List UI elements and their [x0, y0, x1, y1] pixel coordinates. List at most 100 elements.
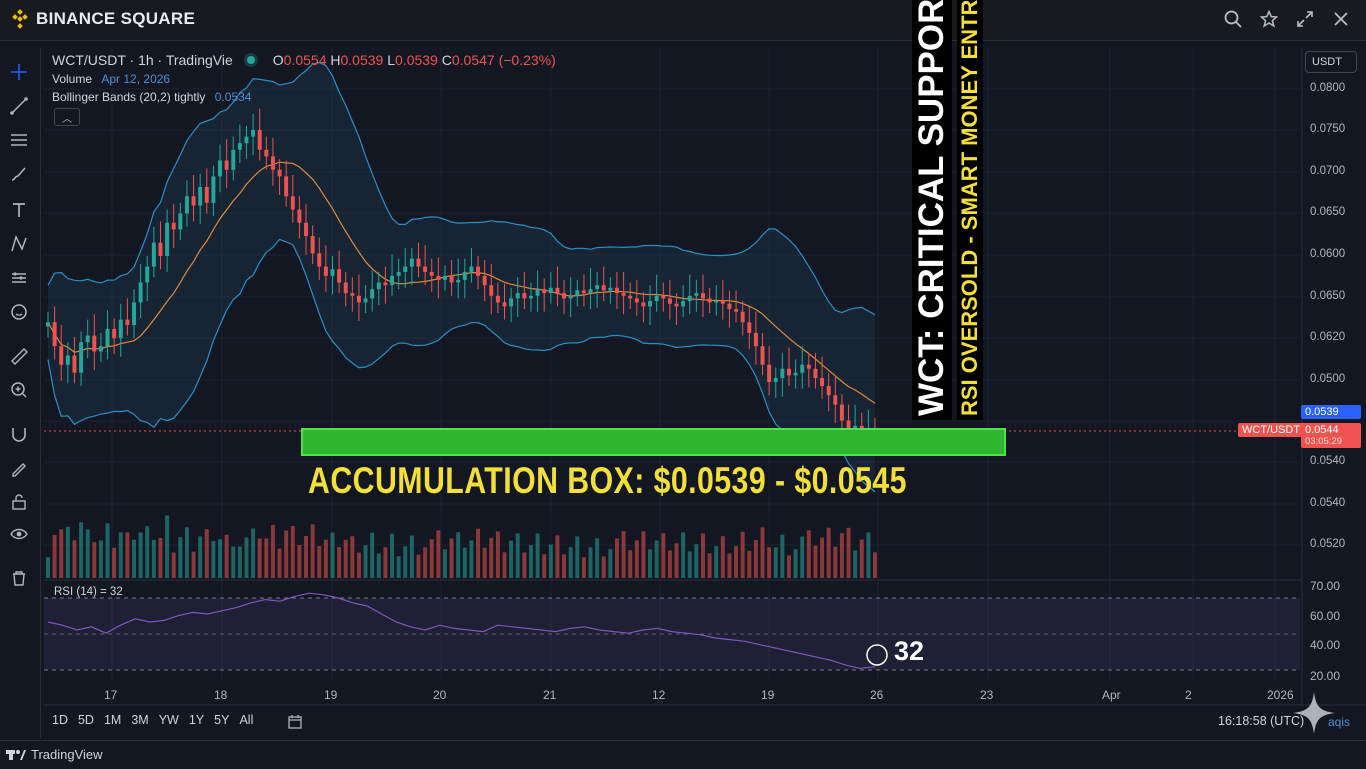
volume-bar: [330, 532, 335, 578]
volume-bar: [806, 530, 811, 578]
currency-button[interactable]: USDT: [1305, 51, 1357, 73]
candle-body: [211, 176, 216, 203]
volume-bar: [648, 549, 653, 578]
candle-body: [456, 279, 461, 283]
time-axis-label: 21: [543, 688, 557, 702]
crosshair-icon[interactable]: [7, 60, 31, 84]
price-axis-label: 0.0500: [1310, 373, 1346, 385]
range-button-5y[interactable]: 5Y: [214, 713, 230, 727]
brand-logo[interactable]: BINANCE SQUARE: [10, 9, 195, 29]
range-button-all[interactable]: All: [239, 713, 254, 727]
volume-bar: [767, 547, 772, 578]
rsi-callout-circle: [866, 644, 888, 666]
star-icon[interactable]: [1258, 8, 1280, 30]
candle-body: [707, 298, 712, 303]
volume-bar: [515, 533, 520, 578]
volume-bar: [251, 528, 256, 578]
candle-body: [714, 301, 719, 303]
range-button-1m[interactable]: 1M: [103, 713, 122, 727]
candle-body: [641, 302, 646, 307]
volume-bar: [853, 550, 858, 578]
volume-bar: [846, 527, 851, 578]
calendar-icon[interactable]: [287, 714, 303, 735]
volume-bar: [356, 552, 361, 578]
trend-line-icon[interactable]: [7, 94, 31, 118]
close-icon[interactable]: [1330, 8, 1352, 30]
emoji-icon[interactable]: [7, 300, 31, 324]
ruler-icon[interactable]: [7, 344, 31, 368]
volume-bar: [171, 552, 176, 578]
pattern-icon[interactable]: [7, 232, 31, 256]
volume-bar: [800, 536, 805, 578]
candle-body: [112, 328, 117, 339]
rsi-axis-label: 40.00: [1310, 638, 1341, 652]
candle-body: [522, 293, 527, 299]
volume-bar: [224, 534, 229, 578]
candle-body: [436, 275, 441, 280]
bollinger-basis: [47, 161, 876, 404]
volume-bar: [72, 540, 77, 578]
range-selector: 1D 5D 1M 3M YW 1Y 5Y All: [52, 713, 253, 727]
candle-body: [337, 269, 342, 283]
eye-icon[interactable]: [7, 522, 31, 546]
range-button-3m[interactable]: 3M: [131, 713, 149, 727]
candle-body: [310, 236, 315, 254]
candle-body: [542, 289, 547, 294]
price-axis-label: 0.0540: [1310, 455, 1346, 467]
range-button-yw[interactable]: YW: [158, 713, 179, 727]
time-axis-label: 20: [433, 688, 447, 702]
collapse-legend-button[interactable]: ︿: [54, 108, 80, 126]
clock[interactable]: 16:18:58 (UTC): [1218, 714, 1305, 728]
volume-bar: [376, 553, 381, 578]
volume-bar: [52, 534, 57, 578]
candle-body: [720, 301, 725, 304]
candle-body: [806, 364, 811, 369]
trash-icon[interactable]: [7, 566, 31, 590]
candle-body: [165, 222, 170, 256]
candle-body: [515, 293, 520, 299]
rsi-axis-label: 60.00: [1310, 609, 1341, 623]
volume-bar: [423, 547, 428, 578]
prediction-icon[interactable]: [7, 266, 31, 290]
volume-bar: [562, 554, 567, 578]
rsi-callout-value: 32: [894, 636, 925, 666]
range-button-5d[interactable]: 5D: [77, 713, 94, 727]
volume-bar: [859, 539, 864, 578]
volume-bar: [634, 540, 639, 578]
candle-body: [409, 258, 414, 267]
volume-bar: [866, 532, 871, 578]
price-tag-blue: 0.0539: [1301, 405, 1361, 419]
range-button-1d[interactable]: 1D: [52, 713, 68, 727]
magnet-icon[interactable]: [7, 422, 31, 446]
candle-body: [396, 271, 401, 276]
candle-body: [105, 328, 110, 347]
brush-icon[interactable]: [7, 162, 31, 186]
rsi-axis-label: 20.00: [1310, 669, 1341, 683]
candle-body: [581, 290, 586, 294]
symbol-title[interactable]: WCT/USDT · 1h · TradingVie: [52, 52, 233, 68]
zoom-icon[interactable]: [7, 378, 31, 402]
accumulation-box[interactable]: [301, 428, 1006, 456]
fib-icon[interactable]: [7, 128, 31, 152]
expand-icon[interactable]: [1294, 8, 1316, 30]
search-icon[interactable]: [1222, 8, 1244, 30]
lock-pencil-icon[interactable]: [7, 456, 31, 480]
candle-body: [350, 293, 355, 296]
volume-bar: [337, 547, 342, 578]
volume-bar: [449, 538, 454, 578]
volume-bar: [125, 532, 130, 578]
candle-body: [52, 322, 57, 347]
price-axis-label: 0.0620: [1310, 331, 1346, 343]
candle-body: [257, 129, 262, 150]
lock-icon[interactable]: [7, 490, 31, 514]
range-button-1y[interactable]: 1Y: [188, 713, 205, 727]
last-price-tag: 0.0544 03:05:29: [1301, 423, 1361, 448]
settings-link[interactable]: aqis: [1328, 715, 1351, 729]
tradingview-logo[interactable]: TradingView: [6, 747, 103, 762]
candle-body: [813, 368, 818, 379]
volume-bar: [416, 554, 421, 578]
price-axis-label: 0.0540: [1310, 497, 1346, 509]
volume-bar: [548, 544, 553, 578]
text-icon[interactable]: [7, 198, 31, 222]
